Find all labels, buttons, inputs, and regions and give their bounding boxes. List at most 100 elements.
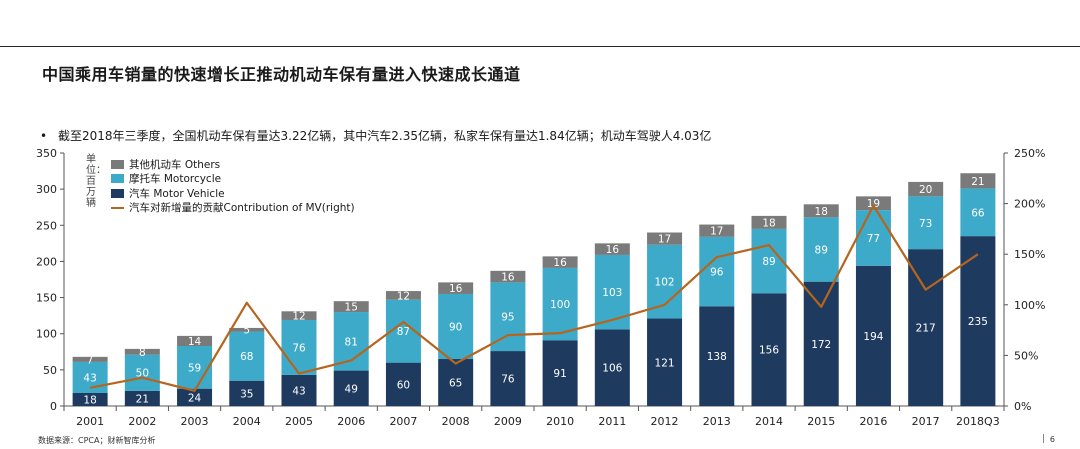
bar-others	[229, 327, 265, 332]
bar-value-label: 21	[136, 393, 149, 405]
bar-others	[751, 215, 787, 229]
bar-value-label: 18	[815, 206, 828, 218]
bar-value-label: 16	[449, 283, 463, 295]
legend-label-motor-vehicle: 汽车 Motor Vehicle	[129, 187, 225, 200]
bar-motorcycle	[751, 228, 787, 294]
bar-value-label: 91	[553, 368, 566, 380]
y-right-tick-label: 100%	[1014, 299, 1045, 312]
y-left-tick-label: 350	[36, 147, 57, 160]
y-left-tick-label: 250	[36, 219, 57, 232]
bar-value-label: 95	[501, 312, 514, 324]
bar-motorcycle	[647, 244, 683, 319]
bar-value-label: 217	[916, 323, 936, 335]
bar-value-label: 17	[710, 226, 723, 238]
bar-motor-vehicle	[960, 236, 996, 406]
x-tick-label: 2017	[912, 415, 940, 428]
x-tick-label: 2001	[76, 415, 104, 428]
bar-value-label: 73	[919, 218, 932, 230]
bar-motor-vehicle	[855, 265, 891, 406]
legend: 其他机动车 Others 摩托车 Motorcycle 汽车 Motor Veh…	[111, 157, 355, 215]
bar-value-label: 87	[397, 326, 410, 338]
bar-others	[385, 291, 421, 300]
bar-motor-vehicle	[72, 392, 108, 406]
bar-value-label: 89	[815, 245, 828, 257]
bar-others	[124, 348, 160, 355]
x-tick-label: 2015	[807, 415, 835, 428]
bar-value-label: 77	[867, 233, 880, 245]
y-right-tick-label: 50%	[1014, 349, 1038, 362]
bar-motor-vehicle	[177, 388, 213, 406]
y-right-tick-label: 0%	[1014, 400, 1031, 413]
bar-motor-vehicle	[124, 390, 160, 406]
x-tick-label: 2006	[337, 415, 365, 428]
bar-motor-vehicle	[385, 362, 421, 406]
legend-item-contribution: 汽车对新增量的贡献Contribution of MV(right)	[111, 201, 355, 216]
bar-value-label: 59	[188, 362, 201, 374]
bar-value-label: 89	[762, 256, 775, 268]
y-right-tick-label: 200%	[1014, 198, 1045, 211]
bar-others	[960, 173, 996, 189]
bar-value-label: 66	[971, 207, 985, 219]
legend-label-others: 其他机动车 Others	[129, 158, 221, 171]
bar-value-label: 5	[243, 325, 250, 337]
bar-motorcycle	[908, 196, 944, 250]
bar-value-label: 15	[345, 302, 358, 314]
y-left-tick-label: 150	[36, 292, 57, 305]
x-tick-label: 2005	[285, 415, 313, 428]
bar-motor-vehicle	[229, 380, 265, 406]
bar-motorcycle	[281, 319, 317, 375]
page-divider	[1042, 434, 1044, 443]
legend-item-motorcycle: 摩托车 Motorcycle	[111, 172, 355, 187]
x-tick-label: 2004	[233, 415, 261, 428]
bar-others	[333, 301, 369, 313]
bar-others	[647, 232, 683, 245]
bar-value-label: 16	[501, 272, 515, 284]
bar-motor-vehicle	[438, 359, 474, 406]
y-left-tick-label: 200	[36, 255, 57, 268]
bar-value-label: 100	[550, 299, 570, 311]
bar-value-label: 121	[655, 357, 675, 369]
x-tick-label: 2016	[859, 415, 887, 428]
bar-value-label: 235	[968, 316, 988, 328]
x-tick-label: 2002	[128, 415, 156, 428]
bar-motorcycle	[72, 361, 108, 393]
x-tick-label: 2009	[494, 415, 522, 428]
x-tick-label: 2012	[651, 415, 679, 428]
bar-motor-vehicle	[490, 351, 526, 406]
bar-value-label: 65	[449, 378, 462, 390]
bar-value-label: 18	[762, 217, 775, 229]
bar-value-label: 60	[397, 379, 410, 391]
bar-others	[908, 181, 944, 197]
bar-motor-vehicle	[803, 281, 839, 406]
bullet-dot: •	[40, 129, 48, 143]
bar-others	[542, 256, 578, 268]
bar-motorcycle	[229, 331, 265, 381]
x-tick-label: 2008	[442, 415, 470, 428]
bar-motorcycle	[855, 210, 891, 266]
bar-value-label: 17	[658, 234, 671, 246]
bar-value-label: 49	[345, 383, 358, 395]
bar-others	[490, 270, 526, 283]
bar-others	[699, 224, 735, 237]
bar-value-label: 24	[188, 392, 202, 404]
bar-value-label: 19	[867, 198, 880, 210]
bar-value-label: 50	[136, 368, 149, 380]
bar-value-label: 43	[83, 372, 96, 384]
legend-label-contribution: 汽车对新增量的贡献Contribution of MV(right)	[129, 202, 355, 215]
bar-value-label: 96	[710, 267, 724, 279]
x-tick-label: 2013	[703, 415, 731, 428]
bar-motor-vehicle	[647, 318, 683, 406]
summary-bullet: • 截至2018年三季度，全国机动车保有量达3.22亿辆，其中汽车2.35亿辆，私…	[40, 127, 711, 144]
bar-value-label: 81	[345, 336, 358, 348]
bar-others	[438, 282, 474, 294]
bar-motorcycle	[542, 267, 578, 341]
bar-value-label: 194	[863, 331, 883, 343]
bar-motorcycle	[490, 282, 526, 352]
header-rule	[0, 46, 1080, 47]
bar-others	[281, 311, 317, 320]
summary-text: 截至2018年三季度，全国机动车保有量达3.22亿辆，其中汽车2.35亿辆，私家…	[58, 129, 712, 143]
legend-item-motor-vehicle: 汽车 Motor Vehicle	[111, 186, 355, 201]
bar-value-label: 20	[919, 184, 932, 196]
source-note: 数据来源：CPCA；财新智库分析	[38, 436, 156, 445]
